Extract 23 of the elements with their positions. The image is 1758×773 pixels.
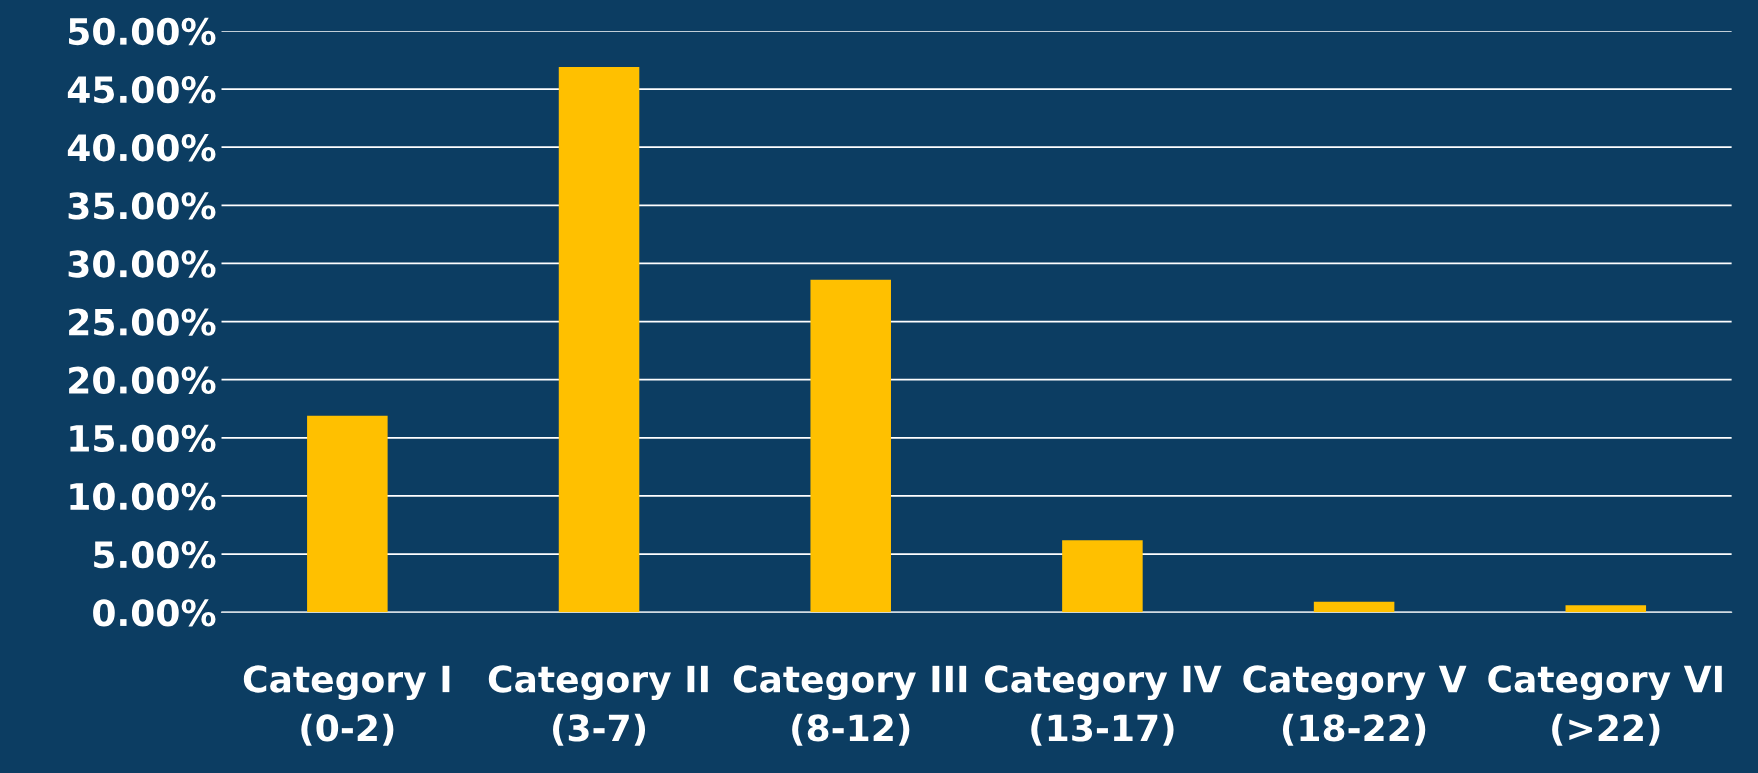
x-tick-label: Category VI (>22) — [1488, 665, 1722, 746]
x-tick-label: Category IV (13-17) — [984, 665, 1222, 746]
y-tick-label: 30.00% — [68, 250, 216, 278]
x-tick-label: Category I (0-2) — [243, 665, 450, 746]
bar — [1062, 540, 1143, 613]
bar — [810, 279, 891, 613]
x-tick-label: Category III (8-12) — [733, 665, 967, 746]
y-tick-label: 0.00% — [93, 599, 216, 627]
y-tick-label: 50.00% — [69, 17, 216, 46]
bar — [1565, 605, 1647, 613]
y-tick-label: 10.00% — [70, 482, 216, 511]
x-tick-label: Category V (18-22) — [1243, 665, 1467, 746]
y-tick-label: 35.00% — [68, 192, 216, 220]
y-tick-label: 20.00% — [69, 366, 216, 394]
y-tick-label: 15.00% — [70, 424, 216, 453]
bar — [558, 66, 640, 613]
y-tick-label: 5.00% — [94, 541, 216, 569]
y-tick-label: 25.00% — [69, 308, 216, 336]
bar — [307, 415, 388, 613]
y-tick-label: 40.00% — [67, 134, 216, 162]
y-tick-label: 45.00% — [67, 75, 216, 104]
bar — [1313, 601, 1395, 613]
x-tick-label: Category II (3-7) — [488, 665, 708, 746]
